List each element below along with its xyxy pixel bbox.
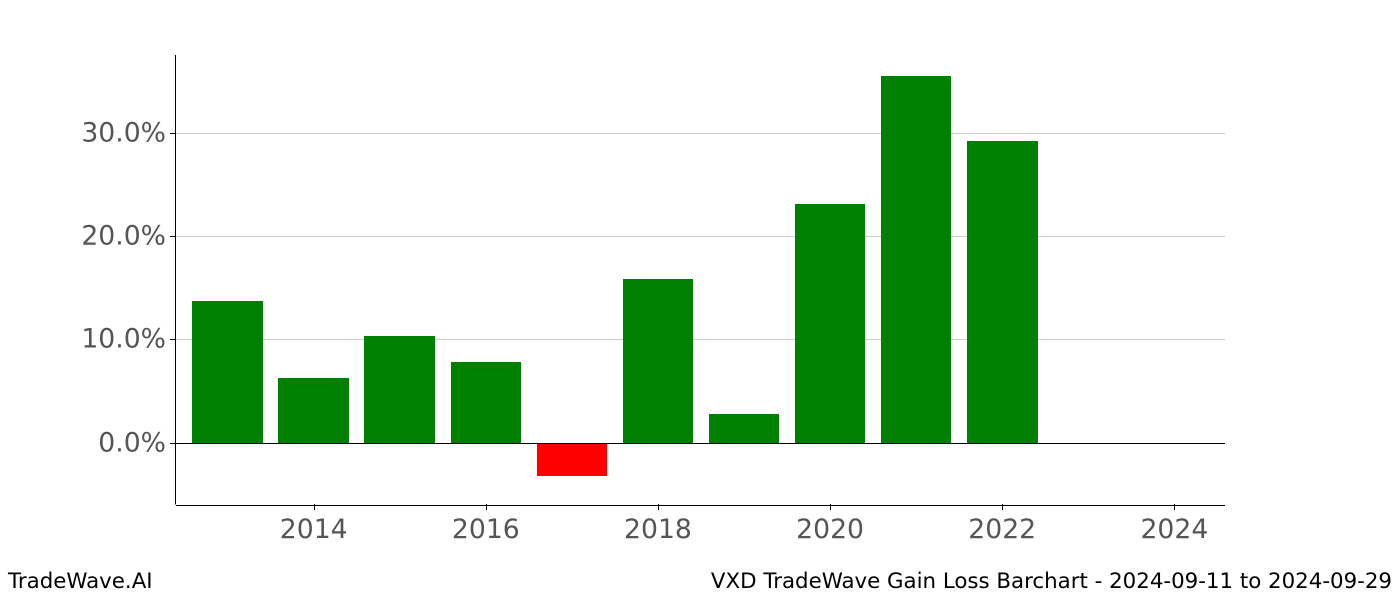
bar <box>278 378 349 443</box>
x-tick-label: 2020 <box>796 504 864 545</box>
footer-right-text: VXD TradeWave Gain Loss Barchart - 2024-… <box>711 569 1392 594</box>
bottom-spine <box>176 505 1225 506</box>
bar <box>623 279 694 442</box>
gridline <box>176 133 1225 134</box>
x-tick-label: 2018 <box>624 504 692 545</box>
y-tick-label: 10.0% <box>81 324 176 355</box>
bar <box>795 204 866 443</box>
bar <box>709 414 780 443</box>
bar <box>364 336 435 443</box>
gridline <box>176 236 1225 237</box>
x-tick-label: 2016 <box>452 504 520 545</box>
bar <box>192 301 263 443</box>
bar <box>451 362 522 443</box>
x-tick-label: 2014 <box>280 504 348 545</box>
y-tick-label: 0.0% <box>98 427 176 458</box>
footer-left-text: TradeWave.AI <box>8 569 153 594</box>
bar <box>967 141 1038 443</box>
y-tick-label: 20.0% <box>81 221 176 252</box>
x-tick-label: 2024 <box>1140 504 1208 545</box>
y-tick-label: 30.0% <box>81 117 176 148</box>
x-tick-label: 2022 <box>968 504 1036 545</box>
plot-area: 0.0%10.0%20.0%30.0%201420162018202020222… <box>175 55 1225 505</box>
bar <box>537 443 608 476</box>
x-axis-baseline <box>176 443 1225 444</box>
gridline <box>176 339 1225 340</box>
bar <box>881 76 952 443</box>
chart-container: 0.0% 10.0% 20.0% 30.0% 2014 2016 2018 2020 2022 2… <box>0 0 1400 600</box>
